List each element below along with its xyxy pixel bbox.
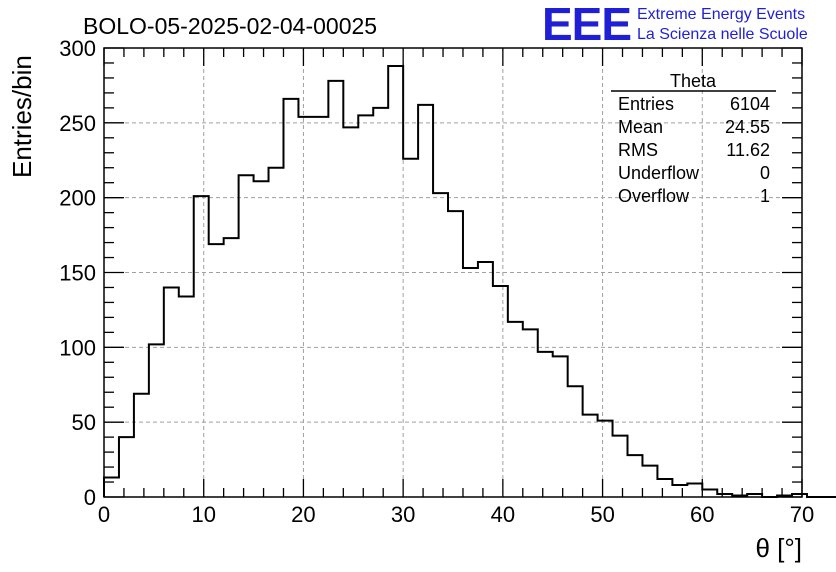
x-axis-label: θ [°]	[755, 533, 802, 563]
x-tick-label: 10	[191, 502, 215, 527]
y-tick-label: 100	[59, 335, 96, 360]
y-tick-label: 250	[59, 111, 96, 136]
x-tick-label: 0	[98, 502, 110, 527]
y-tick-label: 300	[59, 36, 96, 61]
chart-title: BOLO-05-2025-02-04-00025	[83, 13, 377, 39]
stats-label: Mean	[618, 117, 663, 137]
stats-value: 11.62	[726, 140, 770, 160]
stats-title: Theta	[670, 71, 717, 91]
x-tick-label: 60	[690, 502, 714, 527]
stats-value: 24.55	[725, 117, 770, 137]
logo-line-1: Extreme Energy Events	[637, 6, 805, 23]
y-tick-label: 0	[84, 485, 96, 510]
axis-ticks	[103, 47, 803, 498]
y-tick-label: 200	[59, 186, 96, 211]
x-tick-label: 30	[391, 502, 415, 527]
stats-label: Underflow	[618, 163, 700, 183]
stats-value: 6104	[730, 94, 770, 114]
stats-value: 0	[760, 163, 770, 183]
logo-mark: EEE	[542, 0, 631, 50]
y-axis-label: Entries/bin	[7, 55, 37, 178]
x-tick-label: 40	[491, 502, 515, 527]
x-tick-label: 70	[790, 502, 814, 527]
stats-label: Overflow	[618, 186, 690, 206]
x-tick-label: 20	[291, 502, 315, 527]
y-tick-label: 150	[59, 261, 96, 286]
stats-value: 1	[760, 186, 770, 206]
y-tick-labels: 0 50 100 150 200 250 300	[59, 36, 96, 510]
stats-label: Entries	[618, 94, 674, 114]
y-tick-label: 50	[72, 410, 96, 435]
plot-frame	[103, 47, 803, 498]
x-tick-label: 50	[590, 502, 614, 527]
grid-lines	[104, 48, 802, 497]
stats-box: Theta Entries 6104 Mean 24.55 RMS 11.62 Underf…	[611, 71, 776, 206]
stats-label: RMS	[618, 140, 658, 160]
logo-line-2: La Scienza nelle Scuole	[637, 26, 808, 43]
x-tick-labels: 0 10 20 30 40 50 60 70	[98, 502, 814, 527]
eee-logo: EEE Extreme Energy Events La Scienza nel…	[542, 0, 808, 50]
